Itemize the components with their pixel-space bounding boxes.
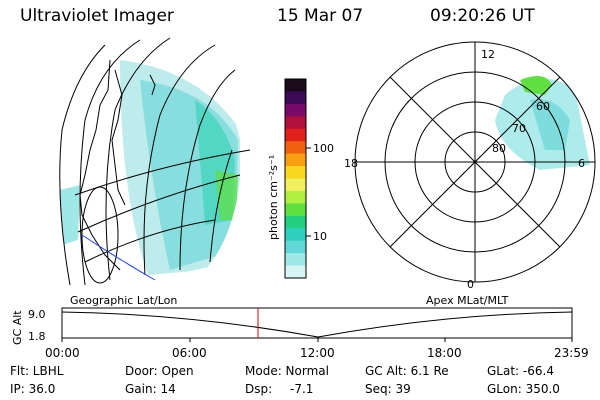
alt-ylabel: GC Alt [11, 310, 24, 345]
colorbar-cell [285, 116, 306, 130]
polar-label-12: 12 [481, 48, 495, 61]
time-label: 09:20:26 UT [430, 6, 535, 26]
colorbar-tick-100: 100 [313, 142, 334, 155]
colorbar-cell [285, 103, 306, 117]
door-label: Door: Open [125, 364, 194, 378]
alt-tick-1-8: 1.8 [28, 330, 46, 343]
colorbar-cell [285, 228, 306, 242]
altitude-plot: 9.0 1.8 GC Alt 00:00 06:00 12:00 18:00 2… [11, 307, 589, 360]
polar-label-6: 6 [578, 157, 585, 170]
gain-label: Gain: 14 [125, 382, 176, 396]
colorbar-cell [285, 141, 306, 155]
polar-plot: 12 0 18 6 60 70 80 [344, 41, 596, 291]
colorbar-label: photon cm⁻²s⁻¹ [267, 155, 280, 240]
ip-label: IP: 36.0 [10, 382, 56, 396]
colorbar-cell [285, 203, 306, 217]
gc-alt-label: GC Alt: 6.1 Re [365, 364, 449, 378]
colorbar-tick-10: 10 [313, 230, 327, 243]
filter-label: Flt: LBHL [10, 364, 64, 378]
x-tick-1800: 18:00 [427, 346, 462, 360]
colorbar-cell [285, 128, 306, 142]
colorbar-cell [285, 253, 306, 267]
colorbar-cell [285, 79, 306, 93]
colorbar-cell [285, 190, 306, 204]
dsp-value: -7.1 [290, 382, 314, 396]
colorbar-cell [285, 91, 306, 105]
colorbar-cell [285, 153, 306, 167]
polar-lat-60: 60 [536, 100, 550, 113]
panel-title-left: Geographic Lat/Lon [70, 294, 177, 307]
polar-lat-80: 80 [492, 142, 506, 155]
colorbar-cell [285, 166, 306, 180]
polar-label-18: 18 [344, 157, 358, 170]
x-tick-0600: 06:00 [172, 346, 207, 360]
polar-label-0: 0 [467, 278, 474, 291]
x-tick-2359: 23:59 [554, 346, 589, 360]
geographic-image [59, 37, 251, 286]
mode-label: Mode: Normal [245, 364, 329, 378]
polar-lat-70: 70 [512, 122, 526, 135]
x-tick-0000: 00:00 [45, 346, 80, 360]
colorbar-cell [285, 240, 306, 254]
instrument-title: Ultraviolet Imager [20, 6, 174, 26]
colorbar-cell [285, 178, 306, 192]
colorbar: 100 10 photon cm⁻²s⁻¹ [267, 78, 334, 279]
colorbar-cell [285, 215, 306, 229]
glon-label: GLon: 350.0 [487, 382, 560, 396]
glat-label: GLat: -66.4 [487, 364, 554, 378]
alt-tick-9: 9.0 [28, 308, 46, 321]
x-tick-1200: 12:00 [300, 346, 335, 360]
panel-title-right: Apex MLat/MLT [426, 294, 509, 307]
date-label: 15 Mar 07 [277, 6, 364, 26]
colorbar-cell [285, 265, 306, 279]
seq-label: Seq: 39 [365, 382, 411, 396]
dsp-label: Dsp: [245, 382, 273, 396]
